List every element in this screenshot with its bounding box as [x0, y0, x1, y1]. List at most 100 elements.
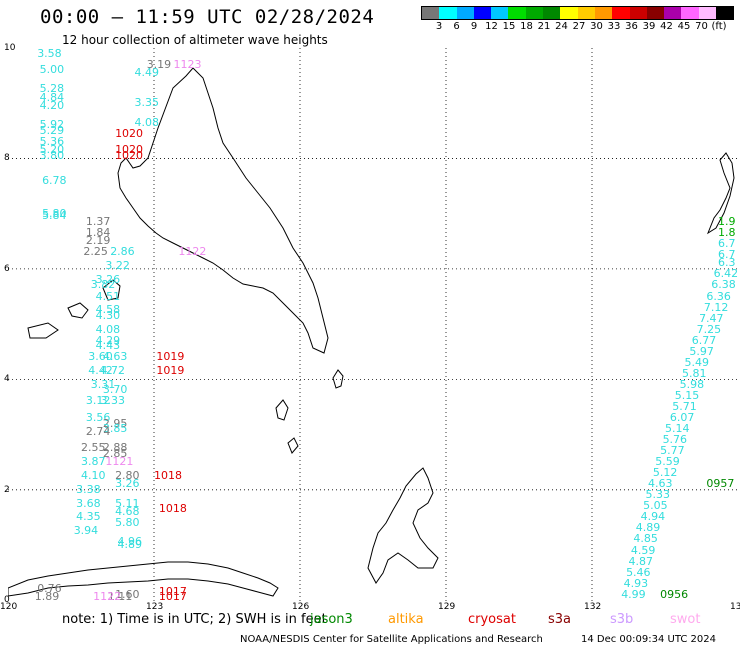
legend-tick-label: 39 [642, 21, 656, 32]
wave-height-label: 5.49 [684, 355, 709, 369]
wave-height-label: 4.63 [102, 350, 128, 364]
coastline-path [287, 437, 299, 454]
wave-height-label: 3.68 [76, 496, 101, 510]
coastline-path [275, 399, 289, 421]
page-subtitle: 12 hour collection of altimeter wave hei… [62, 33, 328, 47]
legend-tick-label: 9 [470, 21, 478, 32]
wave-height-label: 3.22 [105, 259, 130, 273]
wave-height-label: 0956 [660, 587, 689, 601]
coastline-path [367, 467, 439, 584]
wave-height-label: 4.10 [81, 468, 106, 482]
wave-height-label: 7.47 [699, 311, 724, 325]
wave-height-label: 7.25 [696, 322, 722, 336]
legend-tick-label: 24 [555, 21, 568, 32]
satellite-cryosat: cryosat [468, 612, 516, 627]
color-legend: 3 6 9 12 15 18 21 24 27 30 33 36 39 42 45 70 (ft) [421, 6, 735, 32]
legend-swatch [716, 7, 734, 19]
wave-height-label: 1018 [158, 502, 187, 516]
wave-height-label: 3.60 [88, 350, 113, 364]
latitude-label: 2 [4, 484, 10, 495]
wave-height-label: 1019 [156, 350, 185, 364]
satellite-s3b: s3b [610, 612, 634, 627]
wave-height-label: 5.33 [645, 488, 671, 502]
wave-height-label: 7.12 [703, 300, 729, 314]
wave-height-label: 5.15 [674, 388, 700, 402]
wave-height-label: 5.76 [662, 433, 688, 447]
wave-height-label: 2.25 [83, 245, 108, 259]
wave-height-label: 1.8 [718, 226, 736, 239]
wave-height-label: 3.94 [73, 524, 99, 538]
longitude-label: 123 [146, 602, 164, 612]
wave-height-label: 1.60 [115, 587, 140, 601]
wave-height-label: 6.38 [711, 278, 736, 292]
wave-height-label: 4.99 [621, 587, 646, 601]
wave-height-label: 4.72 [100, 364, 125, 378]
footer-timestamp: 14 Dec 00:09:34 UTC 2024 [581, 634, 716, 645]
wave-height-label: 3.87 [81, 455, 106, 469]
wave-height-label: 4.59 [630, 543, 656, 557]
wave-height-label: 3.19 [146, 57, 172, 71]
wave-height-label: 2.86 [110, 245, 135, 259]
wave-height-label: 1.9 [718, 214, 736, 228]
wave-height-label: 5.00 [39, 63, 65, 77]
map-canvas [8, 48, 738, 603]
legend-swatch [612, 7, 630, 19]
wave-height-label: 1122 [178, 245, 207, 259]
map-area[interactable]: 3.58 5.00 5.28 4.84 4.20 5.92 5.29 5.36 5.20 3.80… [8, 48, 738, 603]
wave-height-label: 4.29 [95, 333, 121, 347]
wave-height-label: 1.84 [85, 226, 111, 239]
longitude-label: 135 [730, 602, 740, 612]
wave-height-label: 1017 [158, 590, 187, 603]
wave-height-label: 5.59 [655, 455, 680, 469]
legend-tick-label: 45 [677, 21, 691, 32]
latitude-label: 4 [4, 374, 10, 385]
wave-height-label: 5.84 [42, 209, 67, 223]
wave-height-label: 2.95 [102, 416, 128, 430]
wave-height-label: 1.37 [85, 214, 111, 228]
wave-height-label: 4.08 [134, 115, 160, 129]
legend-swatch [681, 7, 699, 19]
wave-height-label: 5.14 [665, 422, 690, 436]
wave-height-label: 1122 [93, 590, 122, 603]
wave-height-label: 4.85 [633, 532, 658, 546]
wave-height-label: 2.19 [85, 234, 111, 248]
wave-height-label: 5.05 [643, 499, 668, 513]
wave-height-label: 5.98 [679, 377, 705, 391]
wave-height-label: 5.92 [39, 118, 65, 132]
legend-tick-label: 21 [537, 21, 551, 32]
wave-height-label: 5.97 [689, 344, 714, 358]
wave-height-label: 3.82 [90, 278, 116, 292]
wave-height-label: 4.89 [117, 538, 143, 551]
wave-height-label: 4.89 [635, 521, 661, 535]
wave-height-label: 3.12 [85, 394, 111, 408]
legend-swatch [594, 7, 613, 19]
coastline-path [67, 302, 89, 319]
wave-height-label: 2.85 [102, 446, 128, 460]
legend-swatch [439, 7, 457, 19]
wave-height-label: 4.96 [117, 535, 143, 549]
legend-swatch [491, 7, 509, 19]
wave-height-label: 1020 [115, 148, 144, 162]
wave-height-label: 3.85 [102, 422, 128, 436]
legend-swatch [629, 7, 647, 19]
wave-height-label: 4.58 [95, 303, 121, 317]
longitude-label: 120 [0, 602, 18, 612]
wave-height-label: 4.51 [95, 289, 121, 303]
coastline-path [27, 322, 59, 339]
wave-height-label: 4.93 [623, 576, 649, 590]
wave-height-label: 4.42 [88, 364, 113, 378]
satellite-altika: altika [388, 612, 424, 627]
wave-height-label: 3.58 [37, 47, 62, 60]
wave-height-label: 0957 [706, 477, 735, 491]
wave-height-label: 4.84 [39, 90, 65, 104]
footer-credit: NOAA/NESDIS Center for Satellite Applica… [240, 634, 543, 645]
legend-tick-label: 42 [660, 21, 673, 32]
wave-height-label: 5.46 [626, 565, 651, 579]
wave-height-label: 6.7 [718, 248, 736, 262]
satellite-swot: swot [670, 612, 701, 627]
legend-tick-label: 18 [520, 21, 533, 32]
legend-swatch [664, 7, 682, 19]
wave-height-label: 4.30 [95, 308, 121, 322]
longitude-label: 132 [584, 602, 602, 612]
wave-height-label: 5.36 [39, 134, 65, 148]
